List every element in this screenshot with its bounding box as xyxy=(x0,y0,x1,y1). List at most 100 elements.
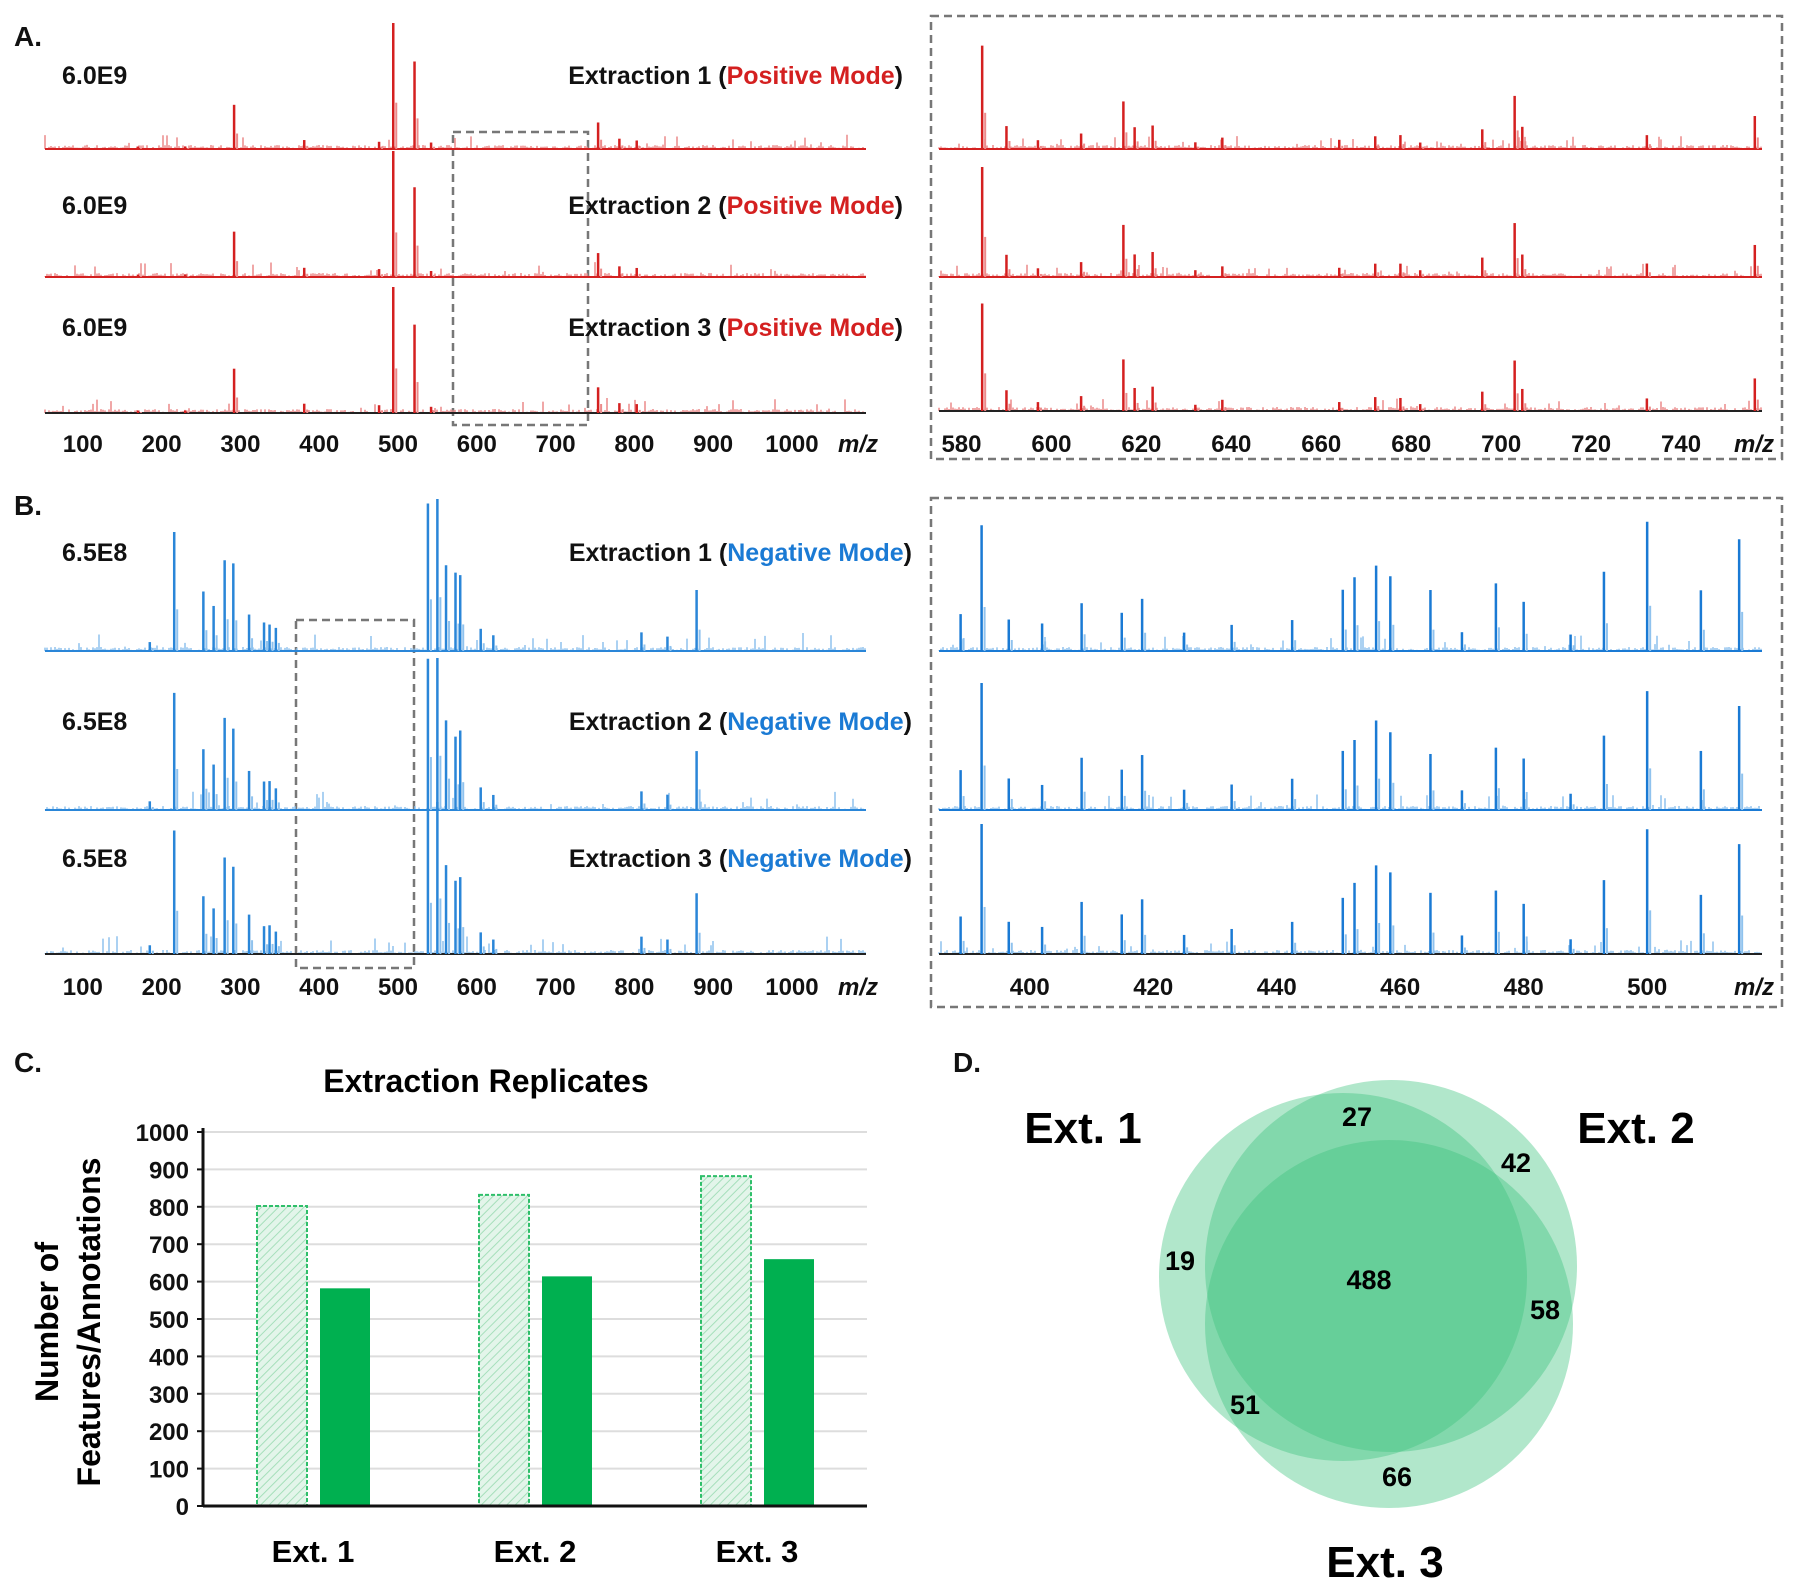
venn-diagram: Ext. 1 Ext. 2 Ext. 3 27 42 19 488 58 51 … xyxy=(1024,1080,1695,1587)
x-tick-label: 600 xyxy=(457,974,497,1001)
spectra-layer: 100 200 300 400 500 600 700 800 900 1000 m/z 580 600… xyxy=(44,23,1774,1001)
x-tick-label: 400 xyxy=(299,431,339,458)
bar-features xyxy=(256,1205,308,1507)
x-tick-label: 800 xyxy=(614,974,654,1001)
x-tick-label: 200 xyxy=(142,431,182,458)
y-tick-label: 800 xyxy=(149,1195,189,1222)
x-tick-label: 700 xyxy=(1481,431,1521,458)
y-tick-label: 200 xyxy=(149,1419,189,1446)
bar-chart: Extraction Replicates Number of Features… xyxy=(29,1063,867,1569)
y-tick-label: 500 xyxy=(149,1307,189,1334)
spectrum-noise xyxy=(44,134,866,149)
positive-row-labels: 6.0E9 6.0E9 6.0E9 Extraction 1 (Positive… xyxy=(62,62,903,342)
x-tick-label: 400 xyxy=(299,974,339,1001)
extraction-label: Extraction 2 (Positive Mode) xyxy=(568,192,903,220)
scale-label: 6.0E9 xyxy=(62,62,127,90)
venn-set-label: Ext. 1 xyxy=(1024,1104,1141,1153)
spectrum-noise xyxy=(938,136,1762,149)
venn-set-label: Ext. 3 xyxy=(1326,1538,1443,1587)
x-category-label: Ext. 1 xyxy=(272,1534,355,1569)
x-tick-label: 580 xyxy=(941,431,981,458)
extraction-label: Extraction 3 (Negative Mode) xyxy=(569,845,912,873)
venn-set-label: Ext. 2 xyxy=(1577,1104,1694,1153)
y-tick-label: 1000 xyxy=(136,1120,189,1147)
x-tick-label: 900 xyxy=(693,431,733,458)
x-axis-label: m/z xyxy=(838,431,878,458)
y-tick-label: 0 xyxy=(176,1494,189,1521)
x-axis-label: m/z xyxy=(1734,431,1774,458)
x-tick-label: 200 xyxy=(142,974,182,1001)
y-tick-label: 900 xyxy=(149,1157,189,1184)
extraction-label: Extraction 1 (Negative Mode) xyxy=(569,539,912,567)
scale-label: 6.5E8 xyxy=(62,539,127,567)
spectrum-noise xyxy=(938,940,1762,954)
x-tick-label: 100 xyxy=(63,431,103,458)
x-category-label: Ext. 3 xyxy=(716,1534,799,1569)
bar-features xyxy=(700,1175,752,1507)
x-tick-label: 640 xyxy=(1211,431,1251,458)
panel-label-a: A. xyxy=(14,21,42,52)
bar-chart-title: Extraction Replicates xyxy=(323,1063,648,1099)
scale-label: 6.5E8 xyxy=(62,845,127,873)
panel-label-d: D. xyxy=(953,1047,981,1078)
venn-count: 51 xyxy=(1230,1390,1260,1420)
bar-features xyxy=(478,1193,530,1508)
bar-annotations xyxy=(764,1259,814,1506)
x-tick-label: 300 xyxy=(220,431,260,458)
x-tick-label: 600 xyxy=(1031,431,1071,458)
y-axis-label-line2: Features/Annotations xyxy=(71,1158,107,1487)
x-tick-label: 500 xyxy=(1627,974,1667,1001)
extraction-label: Extraction 2 (Negative Mode) xyxy=(569,708,912,736)
y-tick-label: 300 xyxy=(149,1382,189,1409)
x-tick-label: 660 xyxy=(1301,431,1341,458)
bar-annotations xyxy=(320,1288,370,1506)
venn-count: 488 xyxy=(1346,1265,1391,1295)
venn-circle-ext1 xyxy=(1159,1093,1527,1461)
x-category-label: Ext. 2 xyxy=(494,1534,577,1569)
venn-count: 27 xyxy=(1342,1102,1372,1132)
spectrum-noise xyxy=(938,398,1762,411)
spectrum-noise xyxy=(938,635,1762,651)
venn-count: 66 xyxy=(1382,1462,1412,1492)
x-tick-label: 900 xyxy=(693,974,733,1001)
x-axis-label: m/z xyxy=(1734,974,1774,1001)
x-tick-label: 420 xyxy=(1133,974,1173,1001)
x-axis-label: m/z xyxy=(838,974,878,1001)
zoom-panel-frame-negative xyxy=(929,496,1784,1009)
negative-row-labels: 6.5E8 6.5E8 6.5E8 Extraction 1 (Negative… xyxy=(62,539,912,873)
x-tick-label: 740 xyxy=(1661,431,1701,458)
venn-count: 42 xyxy=(1501,1148,1531,1178)
zoom-region-box-positive xyxy=(451,130,590,427)
y-tick-label: 700 xyxy=(149,1232,189,1259)
x-tick-label: 400 xyxy=(1010,974,1050,1001)
extraction-label: Extraction 1 (Positive Mode) xyxy=(568,62,903,90)
x-tick-label: 720 xyxy=(1571,431,1611,458)
extraction-label: Extraction 3 (Positive Mode) xyxy=(568,314,903,342)
x-tick-label: 500 xyxy=(378,431,418,458)
venn-count: 19 xyxy=(1165,1246,1195,1276)
x-tick-label: 100 xyxy=(63,974,103,1001)
scale-label: 6.0E9 xyxy=(62,192,127,220)
x-tick-label: 300 xyxy=(220,974,260,1001)
venn-count: 58 xyxy=(1530,1295,1560,1325)
y-tick-label: 600 xyxy=(149,1270,189,1297)
spectrum-noise xyxy=(938,263,1762,277)
x-tick-label: 1000 xyxy=(765,974,818,1001)
y-tick-label: 100 xyxy=(149,1457,189,1484)
panel-label-b: B. xyxy=(14,490,42,521)
x-tick-label: 480 xyxy=(1504,974,1544,1001)
spectrum-noise xyxy=(44,397,866,413)
panel-label-c: C. xyxy=(14,1047,42,1078)
venn-circle-ext3 xyxy=(1205,1140,1573,1508)
x-tick-label: 1000 xyxy=(765,431,818,458)
x-tick-label: 800 xyxy=(614,431,654,458)
zoom-panel-frame-positive xyxy=(929,14,1784,461)
x-tick-label: 500 xyxy=(378,974,418,1001)
x-tick-label: 460 xyxy=(1380,974,1420,1001)
bar-annotations xyxy=(542,1276,592,1506)
zoom-region-box-negative xyxy=(294,618,416,970)
x-tick-label: 680 xyxy=(1391,431,1431,458)
spectrum-noise xyxy=(938,794,1762,810)
y-tick-label: 400 xyxy=(149,1344,189,1371)
